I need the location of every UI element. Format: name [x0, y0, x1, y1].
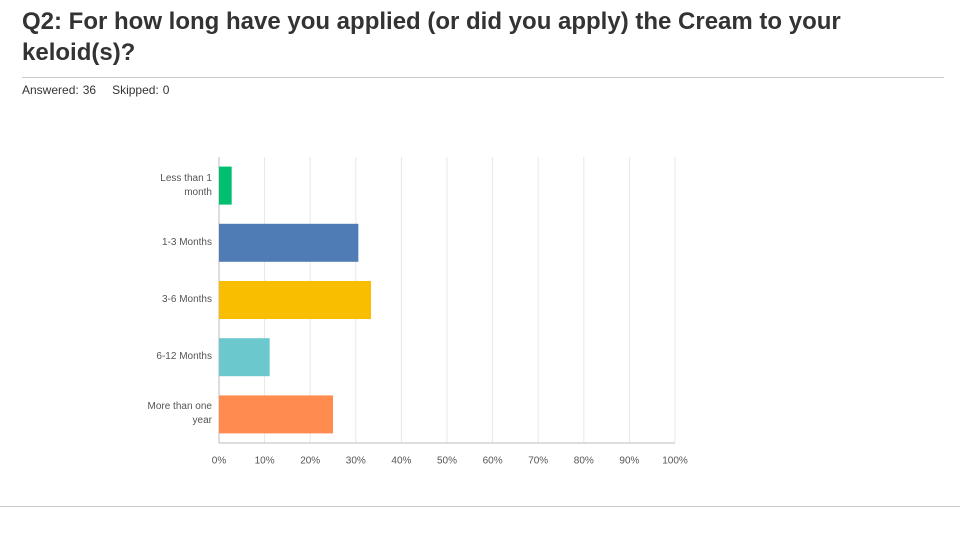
x-tick-label: 50%	[437, 456, 457, 467]
x-tick-label: 60%	[483, 456, 503, 467]
bar	[219, 338, 270, 377]
x-tick-label: 20%	[300, 456, 320, 467]
divider	[22, 77, 944, 78]
skipped-label: Skipped:	[112, 83, 159, 97]
bar	[219, 281, 371, 319]
x-tick-label: 80%	[574, 456, 594, 467]
answered: 36	[82, 83, 97, 97]
y-tick-label: More than one year	[147, 401, 213, 427]
bar	[219, 166, 232, 205]
x-tick-label: 40%	[391, 456, 411, 467]
x-tick-label: 30%	[346, 456, 366, 467]
x-tick-label: 0%	[212, 456, 227, 467]
x-tick-label: 90%	[619, 456, 639, 467]
chart-title: Q2: For how long have you applied (or di…	[22, 8, 841, 66]
answered-label: Answered:	[22, 83, 79, 97]
y-tick-label: Less than 1 month	[160, 172, 212, 198]
bar	[219, 395, 333, 434]
y-tick-label: 6-12 Months	[156, 351, 212, 363]
stats: Answered: 36 Skipped: 0	[22, 83, 173, 97]
y-tick-label: 1-3 Months	[161, 236, 212, 248]
y-tick-label: 3-6 Months	[161, 294, 212, 305]
x-tick-label: 10%	[255, 456, 275, 467]
divider	[0, 506, 960, 507]
x-tick-label: 70%	[528, 456, 548, 467]
x-tick-label: 100%	[662, 456, 688, 467]
bar	[219, 223, 359, 262]
skipped: 0	[162, 83, 170, 97]
